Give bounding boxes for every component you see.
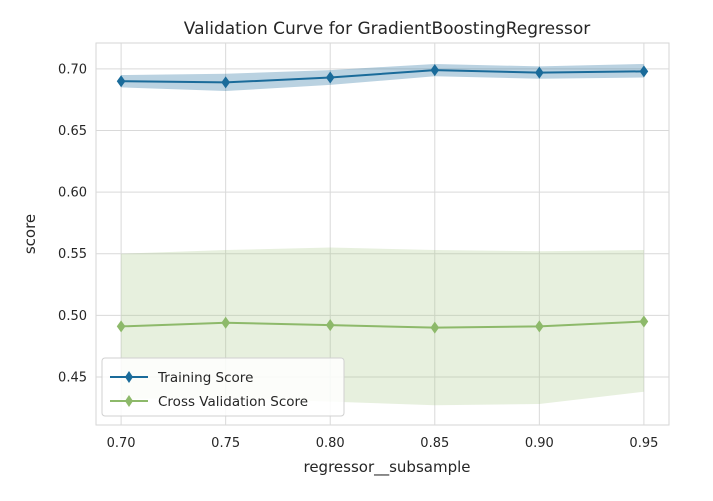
training-score-band bbox=[121, 63, 644, 92]
cv-score-point bbox=[639, 315, 649, 328]
y-tick-label: 0.60 bbox=[58, 186, 87, 201]
training-score-point bbox=[535, 66, 544, 79]
legend: Training Score Cross Validation Score bbox=[101, 357, 345, 417]
legend-cv-label: Cross Validation Score bbox=[158, 394, 308, 410]
y-tick-label: 0.70 bbox=[58, 62, 87, 77]
cv-score-point bbox=[325, 319, 335, 332]
legend-box bbox=[101, 357, 345, 417]
y-tick-label: 0.65 bbox=[58, 124, 87, 139]
y-axis-label: score bbox=[21, 214, 39, 254]
legend-cv-marker bbox=[125, 395, 133, 407]
training-score-point bbox=[325, 71, 335, 84]
series-lines bbox=[116, 64, 649, 334]
training-score-point bbox=[430, 64, 440, 77]
y-tick-label: 0.50 bbox=[58, 309, 87, 324]
chart-title: Validation Curve for GradientBoostingReg… bbox=[184, 19, 590, 39]
x-axis-label: regressor__subsample bbox=[303, 458, 470, 477]
legend-training-marker bbox=[125, 371, 133, 383]
training-score-line bbox=[121, 69, 644, 84]
x-tick-label: 0.90 bbox=[525, 436, 554, 451]
cv-score-point bbox=[116, 320, 126, 333]
legend-training-label: Training Score bbox=[157, 370, 253, 386]
x-tick-label: 0.70 bbox=[107, 436, 136, 451]
training-score-point bbox=[116, 75, 126, 88]
x-tick-label: 0.85 bbox=[420, 436, 449, 451]
training-score-point bbox=[639, 65, 649, 78]
cv-score-point bbox=[221, 316, 230, 329]
tick-labels: 0.70 0.75 0.80 0.85 0.90 0.95 0.45 0.50 0.55 0.60… bbox=[58, 62, 658, 451]
cv-score-point bbox=[430, 321, 440, 334]
training-score-point bbox=[221, 76, 230, 89]
cv-score-line bbox=[121, 320, 644, 329]
x-tick-label: 0.80 bbox=[316, 436, 345, 451]
cv-score-point bbox=[535, 320, 544, 333]
x-tick-label: 0.95 bbox=[629, 436, 658, 451]
x-tick-label: 0.75 bbox=[211, 436, 240, 451]
y-tick-label: 0.55 bbox=[58, 247, 87, 262]
y-tick-label: 0.45 bbox=[58, 370, 87, 385]
